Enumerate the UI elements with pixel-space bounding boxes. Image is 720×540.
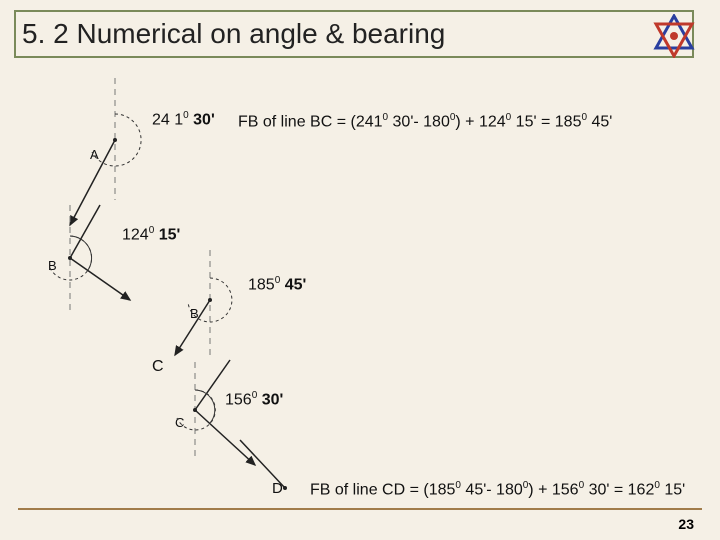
diag-c: [177, 360, 255, 465]
diag-b-left: [50, 205, 130, 310]
diag-b-right: [175, 250, 232, 355]
bearing-diagrams: [0, 0, 720, 540]
bottom-rule: [18, 508, 702, 510]
diag-a: [70, 78, 141, 225]
diag-d: [240, 440, 287, 490]
page-number: 23: [678, 516, 694, 532]
